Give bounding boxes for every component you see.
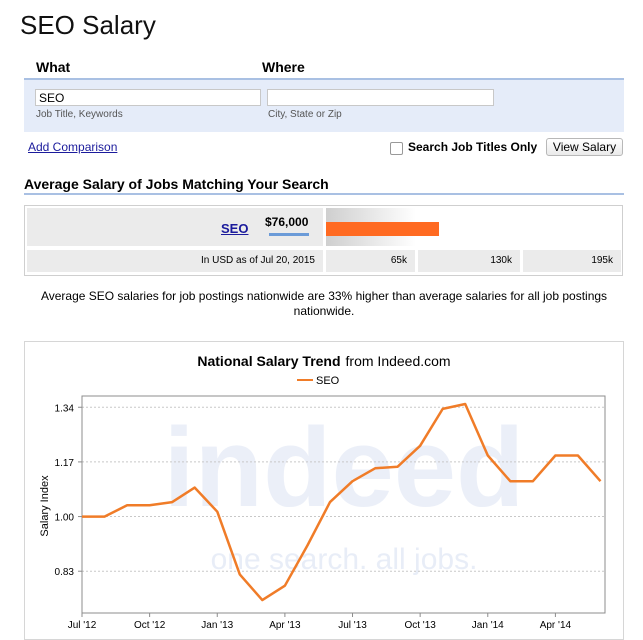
chart-series [82, 402, 602, 602]
salary-trend-chart: indeed one search. all jobs. National Sa… [39, 353, 606, 631]
y-axis-label: Salary Index [39, 475, 51, 537]
what-hint: Job Title, Keywords [36, 109, 123, 120]
search-header [24, 56, 624, 80]
y-tick-label: 1.00 [55, 513, 75, 524]
scale-label-195k: 195k [523, 250, 621, 272]
y-axis-ticks: 0.83 1.00 1.17 1.34 [55, 403, 82, 578]
y-tick-label: 1.17 [55, 458, 75, 469]
x-tick-label: Jul '13 [338, 620, 367, 631]
y-tick-label: 0.83 [55, 567, 75, 578]
chart-gridlines [82, 406, 605, 572]
scale-label-130k: 130k [418, 250, 520, 272]
indeed-watermark: indeed one search. all jobs. [164, 405, 525, 576]
section-heading: Average Salary of Jobs Matching Your Sea… [24, 176, 329, 192]
x-tick-label: Apr '13 [269, 620, 301, 631]
job-title-link[interactable]: SEO [221, 221, 249, 236]
x-tick-label: Jul '12 [68, 620, 97, 631]
chart-legend: SEO [297, 375, 340, 387]
indeed-watermark-tagline: one search. all jobs. [211, 543, 478, 576]
x-tick-label: Jan '13 [201, 620, 233, 631]
chart-title-text: National Salary Trend [197, 353, 340, 369]
indeed-watermark-logo: indeed [164, 405, 525, 530]
salary-bar [326, 222, 439, 236]
x-tick-label: Oct '13 [404, 620, 436, 631]
x-tick-label: Oct '12 [134, 620, 166, 631]
plot-area [81, 395, 606, 614]
salary-amount-underline [269, 233, 309, 236]
salary-label-cell [27, 208, 323, 246]
salary-amount: $76,000 [265, 215, 309, 229]
view-salary-button[interactable]: View Salary [546, 138, 623, 156]
where-label: Where [262, 59, 305, 75]
where-input[interactable] [267, 89, 494, 106]
y-tick-label: 1.34 [55, 403, 75, 414]
salary-date-note: In USD as of Jul 20, 2015 [27, 250, 323, 272]
what-input[interactable] [35, 89, 261, 106]
scale-label-65k: 65k [326, 250, 415, 272]
x-tick-label: Jan '14 [472, 620, 504, 631]
x-tick-label: Apr '14 [540, 620, 572, 631]
chart-subtitle: from Indeed.com [346, 353, 451, 369]
job-titles-only-label[interactable]: Search Job Titles Only [408, 140, 538, 154]
series-line-seo [82, 402, 602, 602]
page-title: SEO Salary [20, 10, 156, 40]
legend-label-seo: SEO [316, 375, 340, 387]
job-titles-only-checkbox[interactable] [390, 142, 403, 155]
x-axis-ticks: Jul '12 Oct '12 Jan '13 Apr '13 Jul '13 Oct '… [68, 613, 572, 631]
what-label: What [36, 59, 71, 75]
add-comparison-link[interactable]: Add Comparison [28, 140, 118, 154]
salary-summary: Average SEO salaries for job postings na… [40, 289, 608, 318]
chart-title: National Salary Trend from Indeed.com [197, 353, 450, 369]
section-divider [24, 193, 624, 195]
where-hint: City, State or Zip [268, 109, 342, 120]
